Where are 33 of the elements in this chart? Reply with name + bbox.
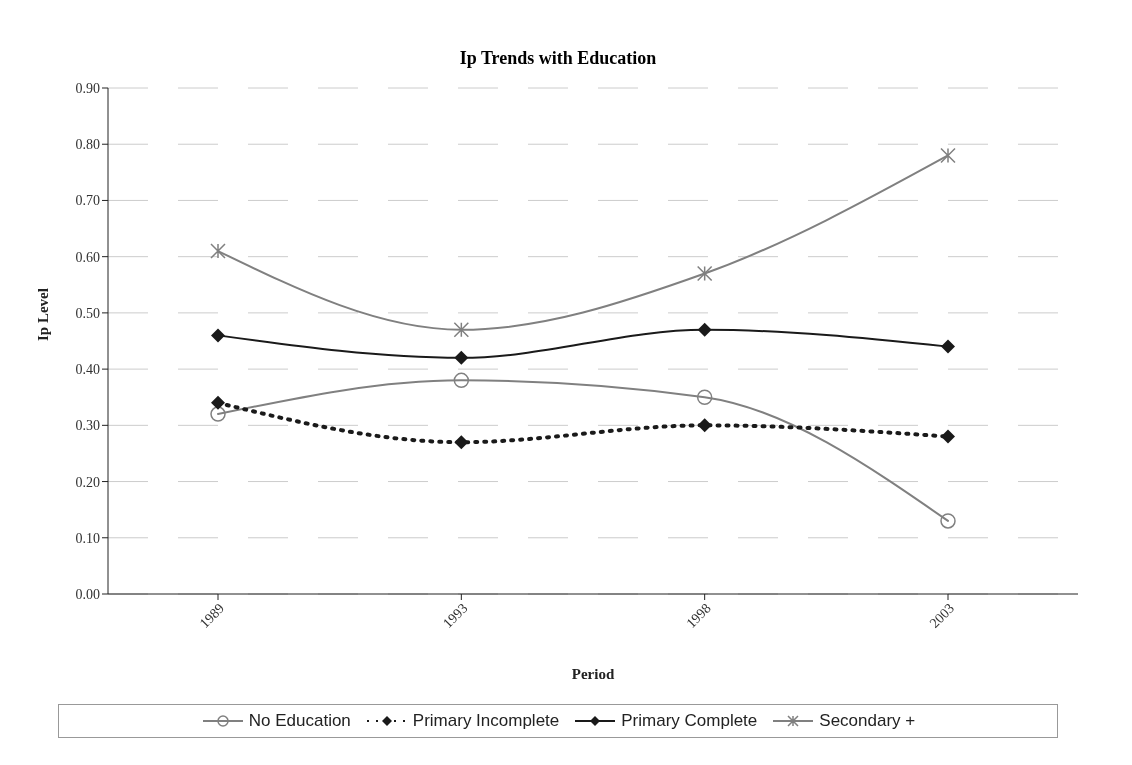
point [941,339,955,354]
point [453,372,470,389]
point [211,328,225,343]
point [696,265,713,282]
y-tick-label: 0.50 [75,305,100,321]
y-tick-label: 0.20 [75,474,100,490]
y-tick-label: 0.10 [75,530,100,546]
chart-title: Ip Trends with Education [458,47,658,68]
legend-label: Secondary + [818,711,916,731]
point [940,147,956,164]
point [696,389,713,405]
legend-label: Primary Complete [620,711,758,731]
y-tick-label: 0.80 [75,137,100,153]
y-tick-label: 0.00 [75,586,100,602]
point [211,395,225,410]
point [941,429,955,444]
y-tick-label: 0.30 [75,418,100,434]
point [940,513,956,529]
point [210,406,226,422]
x-axis-title: Period [571,666,615,682]
legend-label: Primary Incomplete [411,711,560,731]
y-tick-label: 0.70 [75,193,100,209]
y-tick-label: 0.90 [75,80,100,96]
legend-label: No Education [247,711,351,731]
y-axis-title: Ip Level [35,288,52,341]
y-tick-label: 0.60 [75,249,100,265]
point [697,418,712,433]
point [697,322,712,337]
y-tick-label: 0.40 [75,362,100,378]
point [453,322,470,338]
point [454,350,469,365]
point [210,243,226,259]
point [454,435,469,450]
